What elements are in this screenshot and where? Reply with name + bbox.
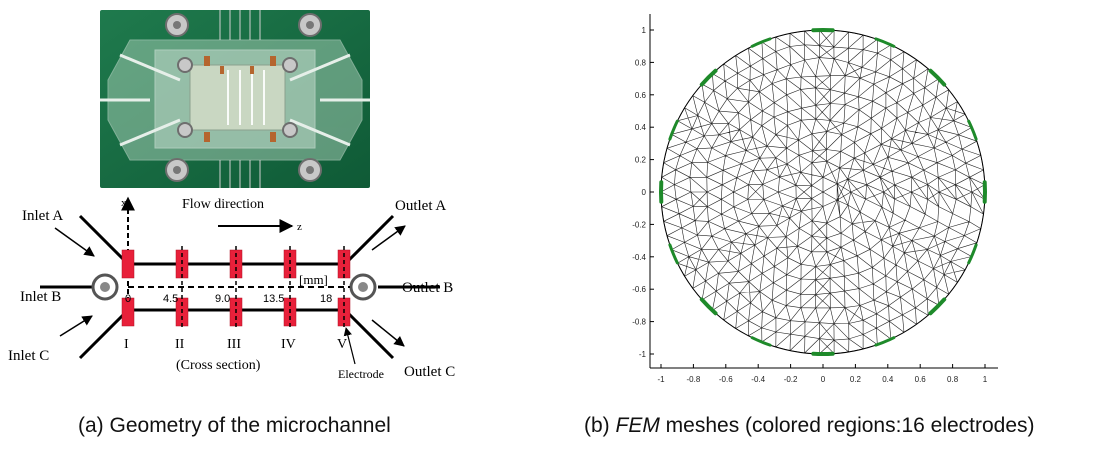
caption-b-suffix: meshes (colored regions:16 electrodes) (659, 414, 1035, 437)
y-tick-label: -0.4 (632, 253, 646, 262)
caption-b-fem: FEM (615, 414, 660, 437)
electrode-bottom-1 (121, 297, 135, 327)
outlet-b-label: Outlet B (402, 280, 453, 296)
x-tick-label: 0.2 (850, 375, 862, 384)
electrode-label: Electrode (338, 367, 384, 381)
electrode-region (699, 68, 718, 87)
electrode-region (967, 243, 978, 265)
x-axis-label: x (121, 197, 127, 209)
inlet-b-port (91, 273, 119, 301)
inlet-c-label: Inlet C (8, 348, 49, 364)
electrode-region (750, 336, 772, 347)
y-tick-label: -0.2 (632, 220, 646, 229)
flow-direction-label: Flow direction (182, 197, 264, 212)
electrode-top-1 (121, 249, 135, 279)
inlet-b-label: Inlet B (20, 289, 61, 305)
outlet-c-label: Outlet C (404, 364, 455, 380)
x-tick-label: 0.4 (882, 375, 894, 384)
caption-b: (b) FEM meshes (colored regions:16 elect… (584, 414, 1035, 438)
plot-axes: -1 -0.8 -0.6 -0.4 -0.2 0 0.2 0.4 0.6 0.8 1 1 0.8 0.6 0… (632, 14, 998, 384)
electrode-region (699, 297, 718, 316)
position-label-3: 13.5 (263, 293, 284, 305)
unit-label: [mm] (299, 272, 328, 287)
x-tick-label: -1 (657, 375, 665, 384)
outlet-b-port (349, 273, 377, 301)
electrode-region (928, 68, 947, 87)
x-tick-label: 0.8 (947, 375, 959, 384)
y-tick-label: 0 (642, 188, 647, 197)
x-tick-label: 0.6 (915, 375, 927, 384)
channel-schematic: x Flow direction z 0 4.5 9.0 13.5 18 [mm… (8, 196, 455, 381)
caption-b-prefix: (b) (584, 414, 616, 437)
microchannel-device-photo (100, 10, 370, 188)
section-label-2: II (175, 337, 185, 352)
electrode-region (874, 336, 896, 347)
electrode-region (668, 119, 679, 141)
inlet-a-label: Inlet A (22, 208, 63, 224)
section-label-5: V (337, 337, 347, 352)
x-tick-label: -0.6 (719, 375, 733, 384)
position-label-2: 9.0 (215, 293, 230, 305)
electrode-region (668, 243, 679, 265)
position-label-1: 4.5 (163, 293, 178, 305)
position-label-4: 18 (320, 293, 332, 305)
electrode-region (874, 37, 896, 48)
section-label-4: IV (281, 337, 296, 352)
y-tick-label: -0.6 (632, 285, 646, 294)
x-tick-label: -0.8 (687, 375, 701, 384)
x-tick-label: -0.4 (751, 375, 765, 384)
electrode-region (967, 119, 978, 141)
x-tick-label: 0 (821, 375, 826, 384)
y-tick-label: -1 (639, 350, 647, 359)
y-tick-label: 1 (642, 26, 647, 35)
section-label-3: III (227, 337, 241, 352)
x-tick-label: -0.2 (784, 375, 798, 384)
y-tick-label: 0.2 (635, 156, 647, 165)
outlet-a-label: Outlet A (395, 198, 446, 214)
y-tick-label: 0.8 (635, 58, 647, 67)
electrode-region (928, 297, 947, 316)
electrode-regions (659, 28, 987, 356)
caption-a: (a) Geometry of the microchannel (78, 414, 391, 437)
cross-section-label: (Cross section) (176, 358, 261, 373)
x-tick-label: 1 (983, 375, 988, 384)
section-label-1: I (124, 337, 129, 352)
position-label-0: 0 (125, 293, 131, 305)
y-tick-label: -0.8 (632, 318, 646, 327)
electrode-region (750, 37, 772, 48)
fem-mesh-plot: -1 -0.8 -0.6 -0.4 -0.2 0 0.2 0.4 0.6 0.8 1 1 0.8 0.6 0… (632, 14, 998, 384)
z-axis-label: z (297, 221, 302, 233)
y-tick-label: 0.6 (635, 91, 647, 100)
y-tick-label: 0.4 (635, 123, 647, 132)
